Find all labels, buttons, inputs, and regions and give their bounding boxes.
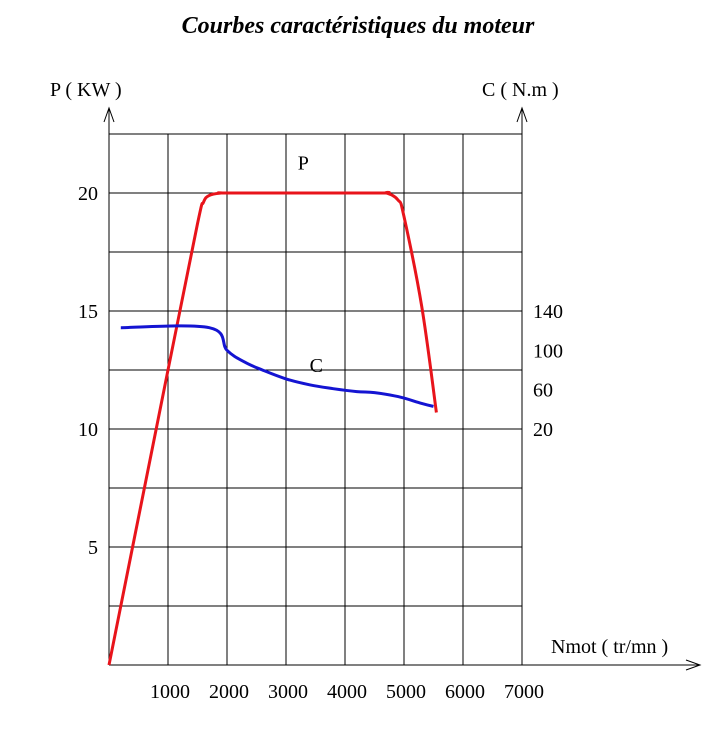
y-left-axis-label: P ( KW ) [50, 79, 122, 101]
y-left-tick-label: 10 [78, 419, 98, 441]
grid [109, 133, 522, 665]
series-line-C [120, 324, 434, 408]
x-tick-label: 5000 [386, 681, 426, 703]
series-label-P: P [298, 152, 309, 174]
y-right-tick-label: 100 [533, 340, 563, 362]
y-right-axis-label: C ( N.m ) [482, 79, 559, 101]
x-tick-label: 6000 [445, 681, 485, 703]
y-left-tick-label: 15 [78, 301, 98, 323]
y-left-axis-arrow [103, 106, 115, 123]
x-axis-label: Nmot ( tr/mn ) [551, 636, 668, 658]
series-label-C: C [310, 355, 323, 377]
x-tick-label: 2000 [209, 681, 249, 703]
y-right-tick-label: 20 [533, 419, 553, 441]
x-tick-label: 3000 [268, 681, 308, 703]
x-tick-label: 4000 [327, 681, 367, 703]
series: PC [107, 152, 438, 666]
y-left-tick-label: 20 [78, 183, 98, 205]
axes [103, 106, 702, 671]
tick-labels: 1000 2000 3000 4000 5000 6000 7000 5 10 15 20 20 60 1… [78, 183, 563, 703]
x-tick-label: 7000 [504, 681, 544, 703]
chart-title: Courbes caractéristiques du moteur [182, 13, 535, 39]
x-axis-arrow [685, 659, 702, 671]
series-line-P [107, 190, 438, 666]
y-right-tick-label: 60 [533, 380, 553, 402]
y-right-axis-arrow [516, 106, 528, 123]
y-right-tick-label: 140 [533, 301, 563, 323]
x-tick-label: 1000 [150, 681, 190, 703]
y-left-tick-label: 5 [88, 537, 98, 559]
